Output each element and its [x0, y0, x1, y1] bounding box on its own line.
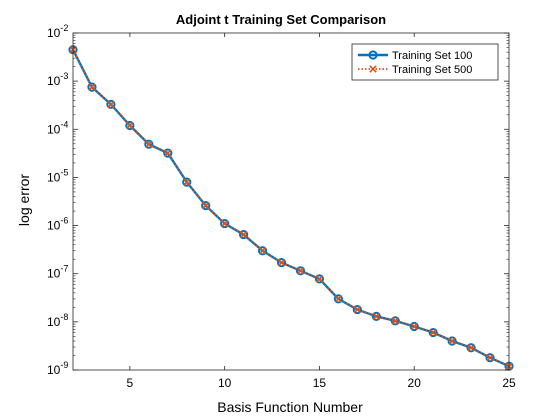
data-point [372, 312, 381, 321]
data-point [182, 178, 191, 186]
y-axis-ticks: 10-910-810-710-610-510-410-310-2 [47, 23, 509, 377]
y-tick-label-base: 10 [47, 315, 61, 329]
data-point [410, 322, 418, 331]
data-point [466, 343, 476, 353]
data-point [390, 316, 400, 326]
y-tick-label: 10-5 [47, 167, 68, 184]
data-point [164, 149, 172, 157]
y-tick-label-base: 10 [47, 267, 61, 281]
series-2 [69, 45, 513, 370]
data-point [485, 353, 495, 363]
data-point [276, 258, 287, 268]
x-tick-label: 25 [502, 376, 516, 390]
data-point [277, 258, 286, 267]
data-point [220, 219, 229, 228]
data-point [353, 305, 362, 314]
data-point [296, 267, 305, 275]
x-tick-label: 15 [313, 376, 327, 390]
data-point [486, 353, 494, 362]
y-tick-label-exponent: -6 [60, 216, 68, 226]
data-point [334, 295, 343, 303]
y-tick-label-base: 10 [47, 26, 61, 40]
data-point [107, 100, 115, 109]
legend-box [351, 43, 499, 81]
data-point [239, 230, 248, 239]
y-tick-label: 10-6 [47, 216, 68, 233]
data-point [428, 327, 438, 338]
data-point [144, 139, 154, 149]
data-point [352, 304, 362, 315]
legend-entry: Training Set 100 [358, 50, 472, 62]
chart-title: Adjoint t Training Set Comparison [176, 12, 386, 27]
plot-area [73, 33, 509, 370]
data-point [126, 121, 134, 130]
series-layer [68, 45, 514, 371]
y-tick-label: 10-8 [47, 312, 68, 329]
y-tick-label: 10-7 [47, 264, 68, 281]
legend-label: Training Set 100 [392, 50, 472, 62]
y-axis-label: log error [16, 174, 32, 226]
data-point [467, 343, 475, 352]
y-tick-label: 10-9 [47, 360, 68, 377]
data-point [257, 246, 268, 256]
x-tick-label: 20 [408, 376, 422, 390]
data-point [201, 201, 210, 210]
data-point [447, 336, 457, 346]
y-tick-label-exponent: -8 [60, 312, 68, 322]
y-tick-label: 10-4 [47, 119, 68, 136]
x-tick-label: 10 [218, 376, 232, 390]
data-point [314, 274, 325, 284]
legend-swatch-marker [369, 65, 377, 73]
axes-background [73, 33, 509, 370]
data-point [220, 218, 230, 229]
y-tick-label-base: 10 [47, 170, 61, 184]
data-point [87, 82, 97, 92]
data-point [429, 328, 437, 337]
y-tick-label-exponent: -7 [60, 264, 68, 274]
y-tick-label-base: 10 [47, 122, 61, 136]
y-tick-label-exponent: -9 [60, 360, 68, 370]
data-point [239, 229, 249, 240]
y-tick-label-exponent: -5 [60, 167, 68, 177]
legend: Training Set 100 Training Set 500 [351, 43, 499, 81]
axes-frame [72, 32, 510, 371]
data-point [295, 266, 306, 276]
data-point [258, 246, 267, 255]
y-tick-label: 10-3 [47, 71, 68, 88]
series-line [72, 49, 510, 368]
legend-label: Training Set 500 [392, 64, 472, 76]
data-point [448, 337, 456, 345]
data-point [163, 148, 173, 158]
y-tick-label-base: 10 [47, 74, 61, 88]
y-tick-label-exponent: -3 [60, 71, 68, 81]
data-point [391, 317, 400, 325]
data-point [125, 120, 135, 131]
x-tick-label: 5 [127, 376, 134, 390]
data-point [145, 140, 153, 148]
x-axis-label: Basis Function Number [217, 399, 363, 415]
data-point [201, 200, 211, 211]
data-point [106, 99, 116, 109]
y-tick-label-base: 10 [47, 219, 61, 233]
axes-box [72, 32, 510, 371]
data-point [409, 321, 419, 332]
y-tick-label: 10-2 [47, 23, 68, 40]
y-tick-label-base: 10 [47, 363, 61, 377]
data-point [88, 83, 96, 91]
legend-swatch-marker [368, 50, 378, 60]
x-axis-ticks: 5 10 15 20 25 [127, 33, 516, 390]
data-point [333, 294, 343, 304]
data-point [182, 177, 192, 187]
y-tick-label-exponent: -2 [60, 23, 68, 33]
y-tick-label-exponent: -4 [60, 119, 68, 129]
data-point [315, 275, 324, 283]
legend-entry: Training Set 500 [358, 64, 472, 76]
